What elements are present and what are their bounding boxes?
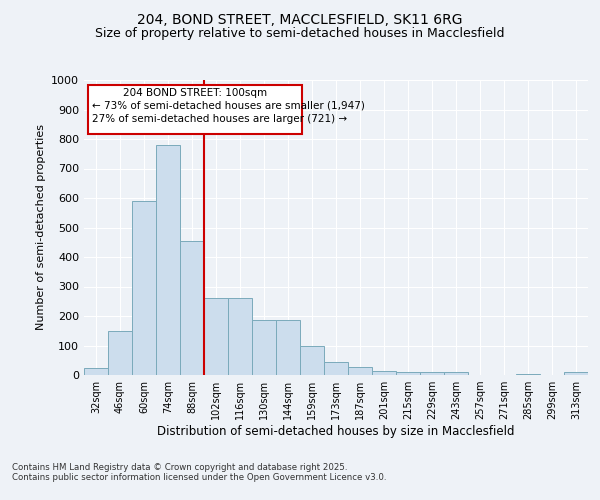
Bar — [300, 346, 324, 375]
Text: Contains HM Land Registry data © Crown copyright and database right 2025.: Contains HM Land Registry data © Crown c… — [12, 464, 347, 472]
Bar — [84, 368, 108, 375]
Bar — [444, 372, 468, 375]
Y-axis label: Number of semi-detached properties: Number of semi-detached properties — [35, 124, 46, 330]
Text: Size of property relative to semi-detached houses in Macclesfield: Size of property relative to semi-detach… — [95, 28, 505, 40]
Bar — [252, 320, 276, 375]
Bar — [420, 372, 444, 375]
Text: 204 BOND STREET: 100sqm: 204 BOND STREET: 100sqm — [123, 88, 267, 98]
Text: 204, BOND STREET, MACCLESFIELD, SK11 6RG: 204, BOND STREET, MACCLESFIELD, SK11 6RG — [137, 12, 463, 26]
Bar — [516, 374, 540, 375]
Bar — [324, 362, 348, 375]
Text: ← 73% of semi-detached houses are smaller (1,947): ← 73% of semi-detached houses are smalle… — [92, 101, 365, 111]
Bar — [276, 320, 300, 375]
Bar — [372, 370, 396, 375]
Bar — [180, 241, 204, 375]
Bar — [156, 145, 180, 375]
Text: Contains public sector information licensed under the Open Government Licence v3: Contains public sector information licen… — [12, 474, 386, 482]
Bar — [348, 366, 372, 375]
X-axis label: Distribution of semi-detached houses by size in Macclesfield: Distribution of semi-detached houses by … — [157, 425, 515, 438]
Bar — [228, 298, 252, 375]
Bar — [564, 372, 588, 375]
Bar — [396, 372, 420, 375]
Text: 27% of semi-detached houses are larger (721) →: 27% of semi-detached houses are larger (… — [92, 114, 347, 124]
Bar — [108, 331, 132, 375]
Bar — [132, 201, 156, 375]
Bar — [204, 298, 228, 375]
